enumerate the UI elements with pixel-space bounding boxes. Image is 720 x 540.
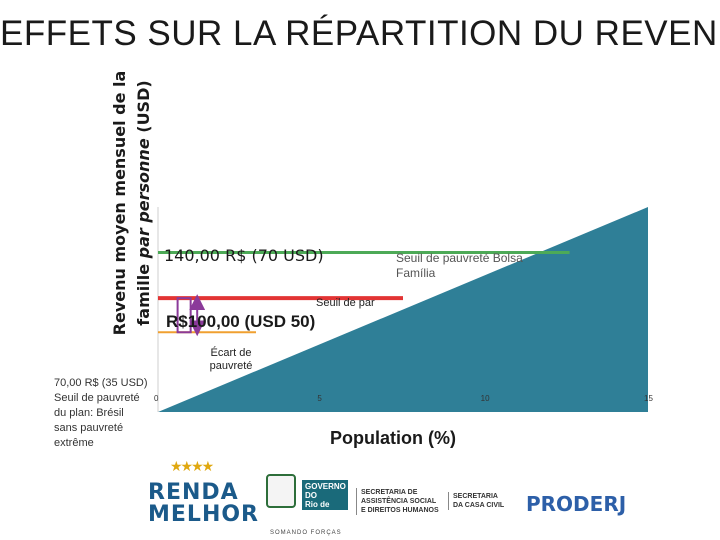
crest-icon	[266, 474, 296, 508]
x-tick-label: 5	[317, 394, 322, 403]
gap-label: Écart de pauvreté	[209, 347, 253, 372]
income-area	[158, 207, 648, 412]
x-tick-label: 0	[154, 394, 159, 403]
secretaria-casa-civil-logo: SECRETARIA DA CASA CIVIL	[448, 492, 504, 510]
x-tick-label: 10	[480, 394, 490, 403]
secretaria-social-logo: SECRETARIA DE ASSISTÊNCIA SOCIAL E DIREI…	[356, 488, 439, 515]
threshold-label-extreme: 70,00 R$ (35 USD) Seuil de pauvreté du p…	[54, 377, 148, 449]
footer-logos: ★★★★ RENDA MELHOR GOVERNO DO Rio de Jane…	[0, 458, 720, 540]
x-tick-label: 15	[644, 394, 653, 403]
page-title: EFFETS SUR LA RÉPARTITION DU REVENU	[0, 14, 720, 53]
threshold-caption-bolsa: Seuil de pauvreté Bolsa Família	[396, 251, 523, 280]
stars-icon: ★★★★	[170, 458, 214, 474]
renda-melhor-logo: ★★★★ RENDA MELHOR	[148, 458, 259, 527]
threshold-label-par: R$100,00 (USD 50)	[166, 312, 316, 331]
threshold-caption-par: Seuil de par	[316, 297, 375, 309]
proderj-logo: PRODERJ	[526, 492, 627, 516]
rio-government-logo: GOVERNO DO Rio de Janeiro SOMANDO FORÇAS	[266, 474, 356, 536]
x-axis-label: Population (%)	[330, 428, 456, 448]
threshold-label-bolsa: 140,00 R$ (70 USD)	[164, 246, 324, 265]
